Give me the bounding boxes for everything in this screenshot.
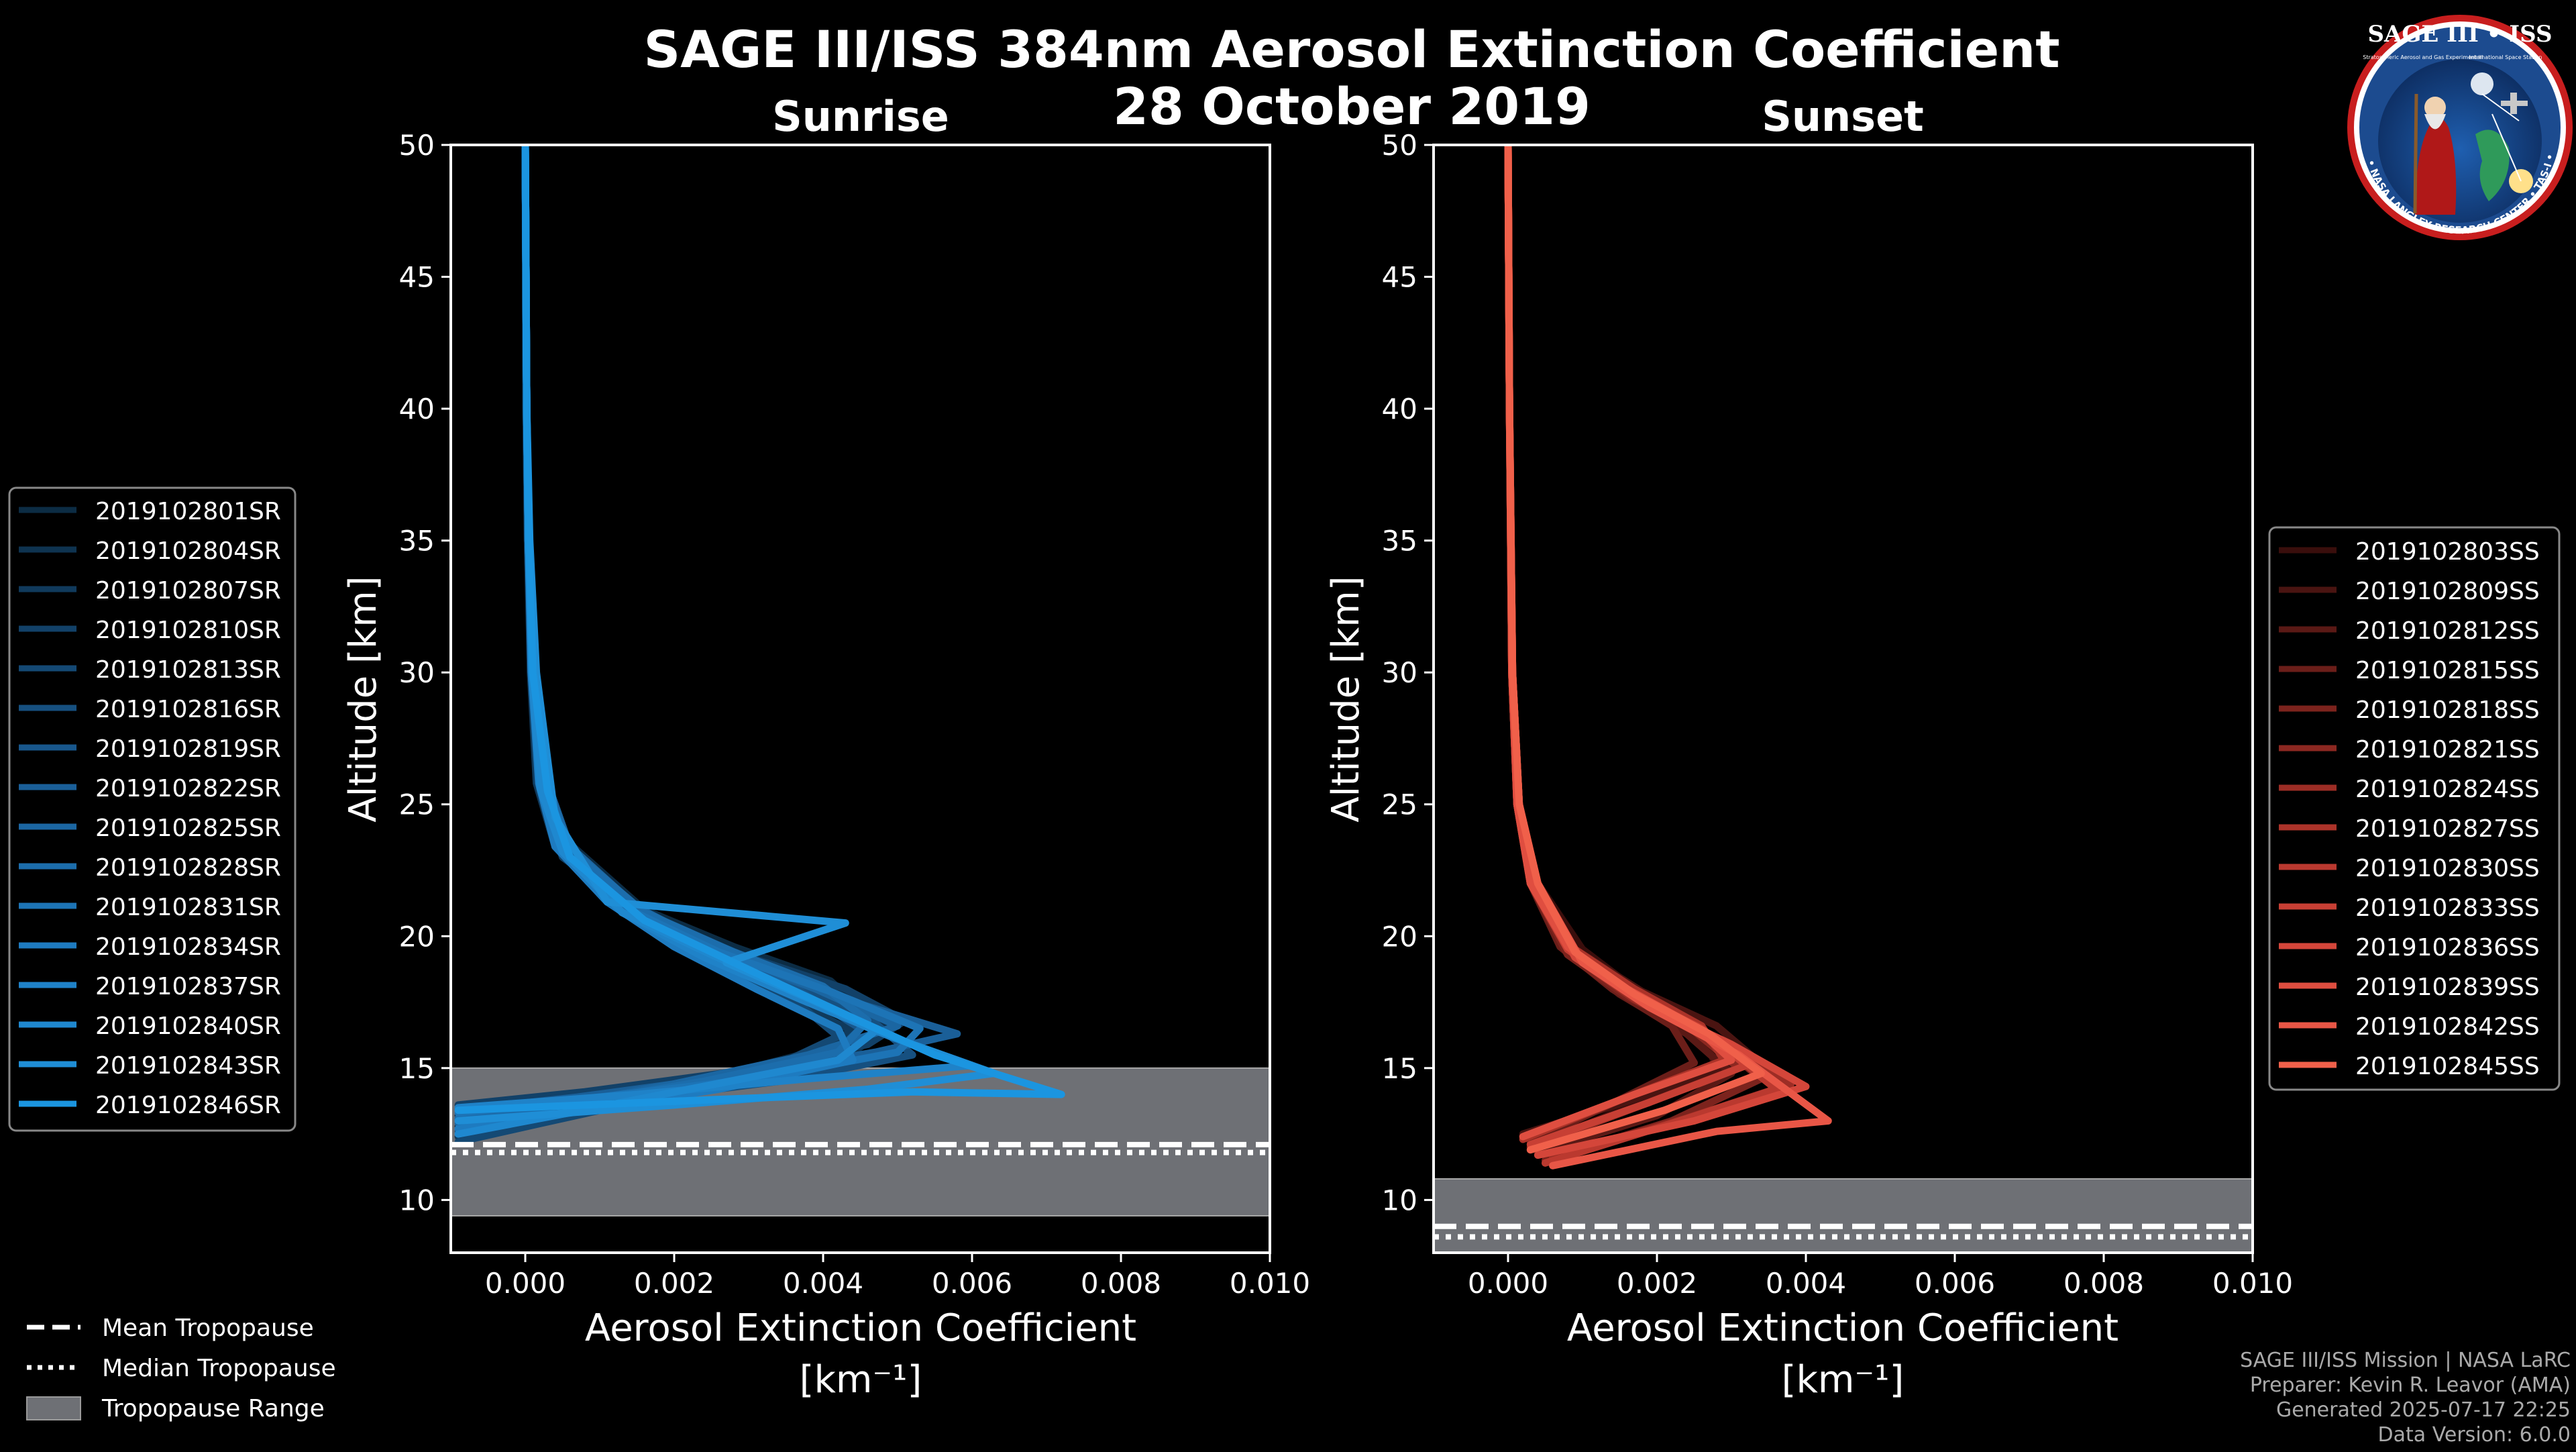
sunrise-x-tick-label: 0.004	[783, 1267, 863, 1300]
series-line-2019102846SR	[454, 145, 1065, 1114]
credit-generated: Generated 2025-07-17 22:25	[2276, 1398, 2571, 1422]
sunset-x-axis-units: [km⁻¹]	[1782, 1358, 1904, 1402]
legend-label-2019102843SR: 2019102843SR	[95, 1052, 281, 1080]
sunset-y-tick-label: 40	[1382, 393, 1417, 425]
sunset-x-tick-label: 0.000	[1468, 1267, 1548, 1300]
sunset-y-tick-label: 45	[1382, 261, 1417, 294]
legend-label-2019102813SR: 2019102813SR	[95, 656, 281, 684]
sunset-plot: 10 15 20 25 30 35 40 45 50 0.000 0.002 0.004 0.006 0.…	[1382, 129, 2294, 1300]
legend-label-2019102840SR: 2019102840SR	[95, 1013, 281, 1040]
legend-label-2019102809SS: 2019102809SS	[2355, 578, 2540, 605]
credit-mission: SAGE III/ISS Mission | NASA LaRC	[2240, 1349, 2571, 1372]
sunrise-x-tick-label: 0.006	[932, 1267, 1012, 1300]
sunset-legend: 2019102803SS 2019102809SS 2019102812SS 2019…	[2268, 526, 2561, 1091]
series-line-2019102845SS	[1504, 145, 1765, 1154]
sunrise-y-tick-label: 10	[399, 1184, 435, 1216]
sunrise-y-tick-label: 15	[399, 1052, 435, 1085]
legend-label-2019102804SR: 2019102804SR	[95, 537, 281, 565]
sunrise-x-tick-label: 0.010	[1230, 1267, 1310, 1300]
figure-title: SAGE III/ISS 384nm Aerosol Extinction Co…	[643, 19, 2059, 79]
sunset-y-axis-label: Altitude [km]	[1324, 576, 1368, 822]
legend-label-2019102836SS: 2019102836SS	[2355, 934, 2540, 962]
sunrise-y-tick-label: 25	[399, 788, 435, 821]
credit-preparer: Preparer: Kevin R. Leavor (AMA)	[2250, 1373, 2571, 1397]
sunrise-y-tick-label: 30	[399, 656, 435, 689]
sunset-x-tick-label: 0.008	[2063, 1267, 2144, 1300]
sunrise-axes-frame	[449, 144, 1271, 1254]
sunrise-legend: 2019102801SR 2019102804SR 2019102807SR 2019…	[8, 486, 297, 1132]
legend-label-2019102839SS: 2019102839SS	[2355, 974, 2540, 1001]
sunrise-plot: 10 15 20 25 30 35 40 45 50 0.000 0.002 0.004 0.006 0.…	[399, 129, 1311, 1300]
legend-label-2019102825SR: 2019102825SR	[95, 815, 281, 842]
figure-subtitle-date: 28 October 2019	[1113, 76, 1591, 136]
legend-label-2019102821SS: 2019102821SS	[2355, 736, 2540, 764]
sunset-y-tick-label: 35	[1382, 525, 1417, 558]
sunrise-y-tick-label: 50	[399, 129, 435, 162]
legend-label-2019102810SR: 2019102810SR	[95, 617, 281, 644]
legend-label-2019102827SS: 2019102827SS	[2355, 815, 2540, 843]
tropopause-legend: Mean Tropopause Median Tropopause Tropop…	[26, 1314, 336, 1422]
legend-label-2019102818SS: 2019102818SS	[2355, 696, 2540, 724]
legend-label-2019102803SS: 2019102803SS	[2355, 538, 2540, 566]
legend-label-2019102819SR: 2019102819SR	[95, 735, 281, 763]
legend-label-2019102824SS: 2019102824SS	[2355, 776, 2540, 803]
sunset-y-tick-label: 20	[1382, 920, 1417, 953]
sunset-panel-title: Sunset	[1762, 92, 1924, 141]
sunset-y-tick-label: 25	[1382, 788, 1417, 821]
legend-label-2019102846SR: 2019102846SR	[95, 1092, 281, 1119]
sunrise-x-tick-label: 0.002	[634, 1267, 714, 1300]
sunrise-y-tick-label: 45	[399, 261, 435, 294]
sunset-y-tick-label: 30	[1382, 656, 1417, 689]
median-tropopause-legend-label: Median Tropopause	[102, 1355, 336, 1382]
logo-top-text: SAGE III • ISS	[2367, 21, 2552, 48]
sunset-x-tick-label: 0.004	[1766, 1267, 1846, 1300]
sunrise-y-tick-label: 35	[399, 525, 435, 558]
tropopause-range-legend-label: Tropopause Range	[101, 1395, 325, 1422]
sunset-x-axis-label: Aerosol Extinction Coefficient	[1567, 1306, 2118, 1350]
sunrise-y-tick-label: 20	[399, 920, 435, 953]
legend-label-2019102812SS: 2019102812SS	[2355, 617, 2540, 645]
logo-small-text-left: Stratospheric Aerosol and Gas Experiment…	[2363, 54, 2483, 60]
legend-label-2019102807SR: 2019102807SR	[95, 577, 281, 605]
legend-label-2019102828SR: 2019102828SR	[95, 854, 281, 882]
legend-label-2019102830SS: 2019102830SS	[2355, 855, 2540, 882]
sunset-x-tick-label: 0.006	[1915, 1267, 1995, 1300]
sunrise-y-axis-label: Altitude [km]	[341, 576, 385, 822]
sunrise-x-tick-label: 0.008	[1081, 1267, 1161, 1300]
legend-label-2019102816SR: 2019102816SR	[95, 696, 281, 723]
legend-label-2019102842SS: 2019102842SS	[2355, 1013, 2540, 1041]
legend-label-2019102837SR: 2019102837SR	[95, 973, 281, 1000]
tropopause-range-legend-swatch	[26, 1396, 81, 1420]
sunrise-x-tick-label: 0.000	[485, 1267, 566, 1300]
credit-data-version: Data Version: 6.0.0	[2378, 1423, 2571, 1447]
legend-label-2019102815SS: 2019102815SS	[2355, 657, 2540, 684]
sunset-x-tick-label: 0.002	[1617, 1267, 1697, 1300]
sunrise-panel-title: Sunrise	[772, 92, 949, 141]
sunset-y-tick-label: 50	[1382, 129, 1417, 162]
mean-tropopause-legend-label: Mean Tropopause	[102, 1314, 314, 1342]
logo-small-text-right: International Space Station	[2469, 54, 2542, 60]
legend-label-2019102801SR: 2019102801SR	[95, 498, 281, 525]
legend-label-2019102833SS: 2019102833SS	[2355, 894, 2540, 922]
sunset-y-tick-label: 10	[1382, 1184, 1417, 1216]
legend-label-2019102822SR: 2019102822SR	[95, 775, 281, 802]
legend-label-2019102845SS: 2019102845SS	[2355, 1053, 2540, 1080]
sunrise-y-tick-label: 40	[399, 393, 435, 425]
sunset-x-tick-label: 0.010	[2212, 1267, 2293, 1300]
sunrise-x-axis-units: [km⁻¹]	[800, 1358, 922, 1402]
sunset-y-tick-label: 15	[1382, 1052, 1417, 1085]
legend-label-2019102831SR: 2019102831SR	[95, 894, 281, 921]
sunset-tropopause-range	[1434, 1178, 2253, 1253]
sunset-axes-frame	[1432, 144, 2254, 1254]
sunrise-x-axis-label: Aerosol Extinction Coefficient	[585, 1306, 1136, 1350]
legend-label-2019102834SR: 2019102834SR	[95, 933, 281, 961]
